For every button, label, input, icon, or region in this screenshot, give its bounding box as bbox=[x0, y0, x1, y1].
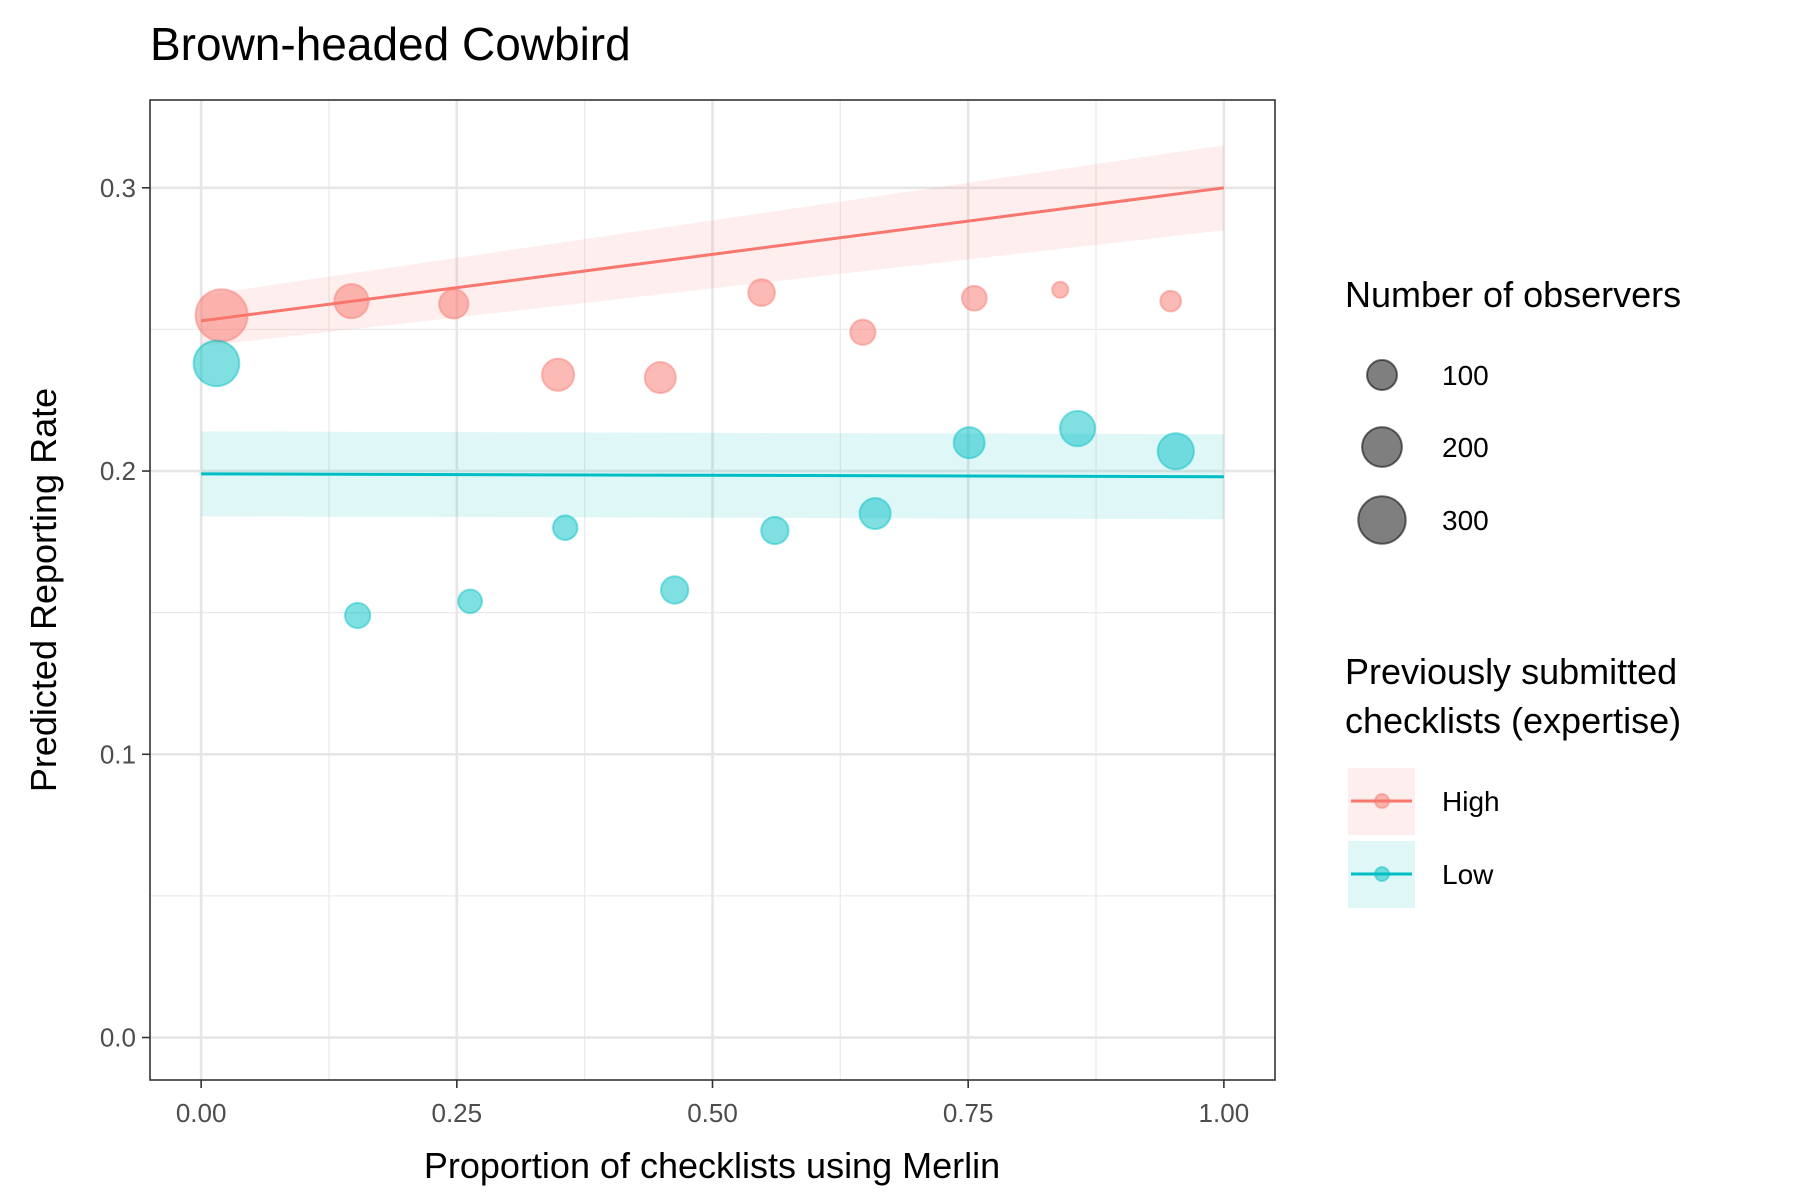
chart-title: Brown-headed Cowbird bbox=[150, 18, 631, 70]
data-point-low bbox=[858, 496, 892, 531]
size-legend: Number of observers 100 200 300 bbox=[1345, 274, 1681, 545]
x-tick-label: 0.00 bbox=[176, 1098, 227, 1128]
y-axis-title: Predicted Reporting Rate bbox=[23, 388, 64, 792]
major-gridlines bbox=[150, 100, 1275, 1080]
size-legend-title: Number of observers bbox=[1345, 274, 1681, 315]
y-tick-label: 0.1 bbox=[100, 739, 136, 769]
axis-ticks bbox=[142, 187, 1225, 1088]
x-tick-label: 0.50 bbox=[687, 1098, 738, 1128]
data-point-low bbox=[343, 601, 372, 630]
color-legend: Previously submitted checklists (experti… bbox=[1345, 651, 1681, 908]
x-tick-label: 0.75 bbox=[943, 1098, 994, 1128]
data-point-high bbox=[438, 288, 470, 320]
x-tick-label: 0.25 bbox=[432, 1098, 483, 1128]
color-legend-point-high bbox=[1374, 793, 1390, 809]
color-legend-label-low: Low bbox=[1442, 859, 1494, 890]
size-legend-label: 200 bbox=[1442, 432, 1489, 463]
data-point-high bbox=[1159, 289, 1183, 313]
size-legend-circle bbox=[1366, 359, 1398, 391]
color-legend-title-line-2: checklists (expertise) bbox=[1345, 700, 1681, 741]
data-point-low bbox=[1156, 432, 1195, 471]
data-point-low bbox=[1058, 409, 1097, 448]
data-point-low bbox=[952, 426, 986, 460]
x-tick-label: 1.00 bbox=[1199, 1098, 1250, 1128]
data-points bbox=[192, 278, 1195, 630]
x-tick-labels: 0.00 0.25 0.50 0.75 1.00 bbox=[176, 1098, 1249, 1128]
y-tick-labels: 0.0 0.1 0.2 0.3 bbox=[100, 173, 136, 1053]
data-point-low bbox=[192, 339, 241, 388]
color-legend-label-high: High bbox=[1442, 786, 1500, 817]
data-point-low bbox=[659, 575, 690, 605]
x-axis-title: Proportion of checklists using Merlin bbox=[424, 1145, 1000, 1186]
color-legend-title-line-1: Previously submitted bbox=[1345, 651, 1677, 692]
data-point-low bbox=[457, 588, 483, 615]
size-legend-circle bbox=[1361, 426, 1403, 468]
size-legend-keys: 100 200 300 bbox=[1357, 359, 1489, 545]
data-point-high bbox=[1051, 280, 1070, 299]
fit-line-high bbox=[200, 186, 1225, 323]
color-legend-keys: High Low bbox=[1348, 768, 1500, 908]
fit-line-low bbox=[201, 472, 1224, 479]
y-tick-label: 0.2 bbox=[100, 456, 136, 486]
color-legend-point-low bbox=[1374, 866, 1390, 882]
size-legend-circle bbox=[1357, 495, 1407, 545]
size-legend-label: 300 bbox=[1442, 505, 1489, 536]
data-point-high bbox=[747, 278, 776, 307]
size-legend-label: 100 bbox=[1442, 360, 1489, 391]
data-point-low bbox=[760, 515, 790, 546]
data-point-high bbox=[849, 318, 877, 346]
data-point-high bbox=[960, 284, 988, 312]
data-point-low bbox=[551, 514, 579, 541]
data-point-high bbox=[643, 361, 677, 395]
data-point-high bbox=[540, 357, 576, 392]
y-tick-label: 0.3 bbox=[100, 173, 136, 203]
y-tick-label: 0.0 bbox=[100, 1023, 136, 1053]
fit-lines bbox=[200, 186, 1225, 479]
